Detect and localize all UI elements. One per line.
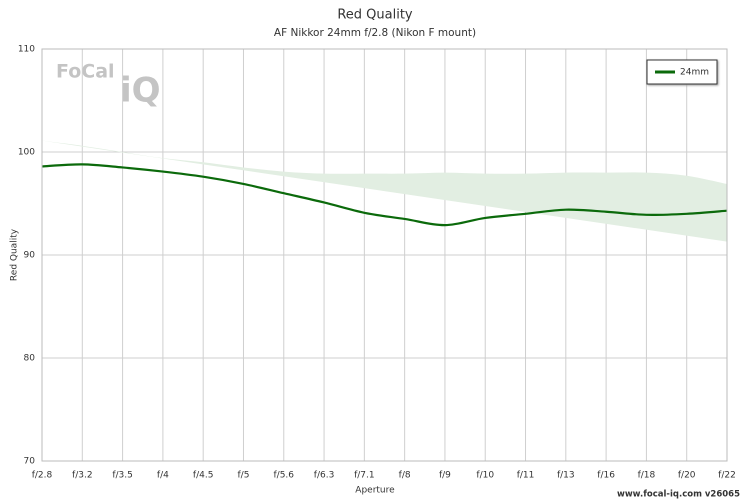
x-tick-label: f/18 [638, 471, 656, 481]
x-tick-label: f/20 [678, 471, 696, 481]
x-tick-label: f/16 [597, 471, 615, 481]
x-tick-label: f/8 [399, 471, 411, 481]
y-tick-label: 80 [24, 354, 36, 364]
x-tick-label: f/11 [517, 471, 535, 481]
x-tick-label: f/6.3 [314, 471, 335, 481]
x-tick-label: f/3.5 [112, 471, 133, 481]
x-axis-title: Aperture [355, 486, 395, 496]
x-tick-label: f/22 [718, 471, 736, 481]
chart-title: Red Quality [337, 8, 413, 23]
x-tick-label: f/9 [439, 471, 451, 481]
y-tick-label: 110 [18, 45, 35, 55]
x-tick-label: f/4 [157, 471, 169, 481]
legend-label: 24mm [680, 68, 709, 78]
x-tick-label: f/2.8 [32, 471, 53, 481]
x-tick-label: f/5.6 [274, 471, 295, 481]
band-area [42, 140, 727, 242]
y-tick-label: 90 [24, 251, 36, 261]
y-tick-label: 70 [24, 457, 36, 467]
y-axis-title: Red Quality [10, 228, 20, 281]
footer: www.focal-iq.com v26065 [617, 490, 740, 500]
x-tick-label: f/5 [238, 471, 250, 481]
watermark-focal: FoCal [56, 61, 115, 83]
x-tick-label: f/13 [557, 471, 575, 481]
x-tick-label: f/3.2 [72, 471, 93, 481]
data-line [41, 163, 728, 227]
x-tick-label: f/10 [476, 471, 494, 481]
watermark-iq: iQ [120, 71, 161, 111]
chart-subtitle: AF Nikkor 24mm f/2.8 (Nikon F mount) [274, 27, 476, 39]
x-tick-label: f/7.1 [354, 471, 375, 481]
plot-frame [41, 48, 728, 462]
y-tick-label: 100 [18, 148, 35, 158]
x-tick-label: f/4.5 [193, 471, 214, 481]
